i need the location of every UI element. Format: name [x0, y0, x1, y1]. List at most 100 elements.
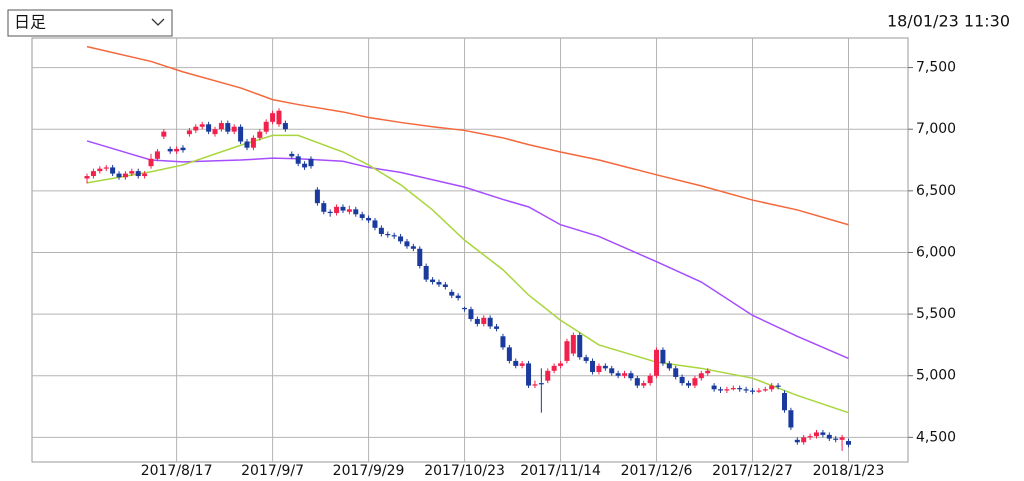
candle-body — [692, 378, 698, 386]
candle-body — [570, 335, 576, 354]
candle-body — [801, 437, 807, 443]
candle-body — [698, 373, 704, 379]
candle-body — [654, 349, 660, 376]
candle-body — [404, 241, 410, 247]
candle-body — [705, 370, 711, 374]
candle-body — [718, 389, 724, 391]
candle-body — [583, 357, 589, 361]
candle-body — [500, 336, 506, 348]
candle-body — [353, 209, 359, 215]
candle-body — [666, 363, 672, 369]
candle-body — [321, 203, 327, 212]
candle-body — [558, 363, 564, 366]
candle-body — [308, 158, 314, 167]
candle-body — [673, 368, 679, 377]
candle-body — [820, 432, 826, 435]
candle-body — [154, 151, 160, 159]
candle-body — [807, 436, 813, 438]
y-tick-label: 4,500 — [916, 429, 956, 445]
candle-body — [481, 317, 487, 324]
candle-body — [282, 123, 288, 130]
candle-body — [839, 437, 845, 440]
candle-body — [410, 246, 416, 249]
x-tick-label: 2017/10/23 — [424, 463, 505, 479]
candle-body — [276, 110, 282, 125]
candle-body — [263, 121, 269, 132]
candle-body — [90, 171, 96, 177]
candle-body — [494, 326, 500, 329]
candle-body — [135, 171, 141, 177]
candle-body — [167, 148, 173, 152]
y-tick-label: 7,500 — [916, 60, 956, 76]
candle-body — [526, 363, 532, 386]
candle-body — [314, 189, 320, 204]
candle-body — [199, 124, 205, 127]
candle-body — [756, 390, 762, 392]
candle-body — [250, 137, 256, 148]
candle-body — [366, 217, 372, 221]
x-tick-label: 2017/11/14 — [520, 463, 601, 479]
candle-body — [110, 167, 116, 174]
candle-body — [538, 383, 544, 385]
y-tick-label: 6,500 — [916, 183, 956, 199]
candle-body — [641, 383, 647, 386]
candle-body — [833, 438, 839, 440]
candle-body — [103, 167, 109, 169]
candle-body — [84, 176, 90, 179]
candle-body — [180, 147, 186, 151]
y-tick-label: 7,000 — [916, 121, 956, 137]
candle-body — [615, 373, 621, 376]
candle-body — [302, 163, 308, 168]
candle-body — [743, 389, 749, 391]
candle-body — [628, 373, 634, 379]
candle-body — [737, 388, 743, 390]
period-label: 日足 — [14, 13, 46, 32]
candle-body — [436, 282, 442, 285]
candle-body — [398, 236, 404, 242]
candle-body — [551, 365, 557, 371]
candle-body — [455, 295, 461, 299]
candle-body — [391, 235, 397, 237]
candle-body — [122, 173, 128, 178]
candle-body — [762, 389, 768, 391]
candle-body — [116, 173, 122, 178]
candle-body — [474, 319, 480, 324]
candle-body — [577, 335, 583, 358]
moving-average — [86, 140, 849, 360]
y-tick-label: 5,500 — [916, 306, 956, 322]
y-tick-label: 6,000 — [916, 244, 956, 260]
period-select[interactable] — [7, 9, 173, 37]
candle-body — [186, 130, 192, 135]
candle-body — [532, 384, 538, 386]
candle-body — [788, 410, 794, 428]
candle-body — [385, 233, 391, 236]
candle-body — [193, 126, 199, 131]
candle-body — [295, 156, 301, 164]
candle-body — [462, 307, 468, 310]
candle-body — [174, 148, 180, 152]
candle-body — [647, 375, 653, 384]
candle-body — [231, 126, 237, 132]
candle-body — [590, 360, 596, 373]
candle-body — [97, 168, 103, 172]
dropdown-arrow — [151, 18, 165, 26]
candle-body — [212, 129, 218, 135]
candle-body — [289, 153, 295, 157]
candle-body — [148, 158, 154, 167]
candle-body — [334, 206, 340, 214]
candle-body — [750, 390, 756, 392]
candle-body — [679, 376, 685, 384]
candle-body — [206, 124, 212, 132]
candle-body — [724, 389, 730, 391]
candle-body — [506, 347, 512, 361]
candle-body — [257, 131, 263, 138]
candle-body — [161, 131, 167, 137]
y-tick-label: 5,000 — [916, 368, 956, 384]
candle-body — [378, 227, 384, 234]
x-tick-label: 2018/1/23 — [813, 463, 885, 479]
candle-body — [826, 434, 832, 439]
candle-body — [513, 360, 519, 366]
candle-body — [813, 432, 819, 437]
candle-body — [634, 378, 640, 386]
candle-body — [660, 349, 666, 364]
